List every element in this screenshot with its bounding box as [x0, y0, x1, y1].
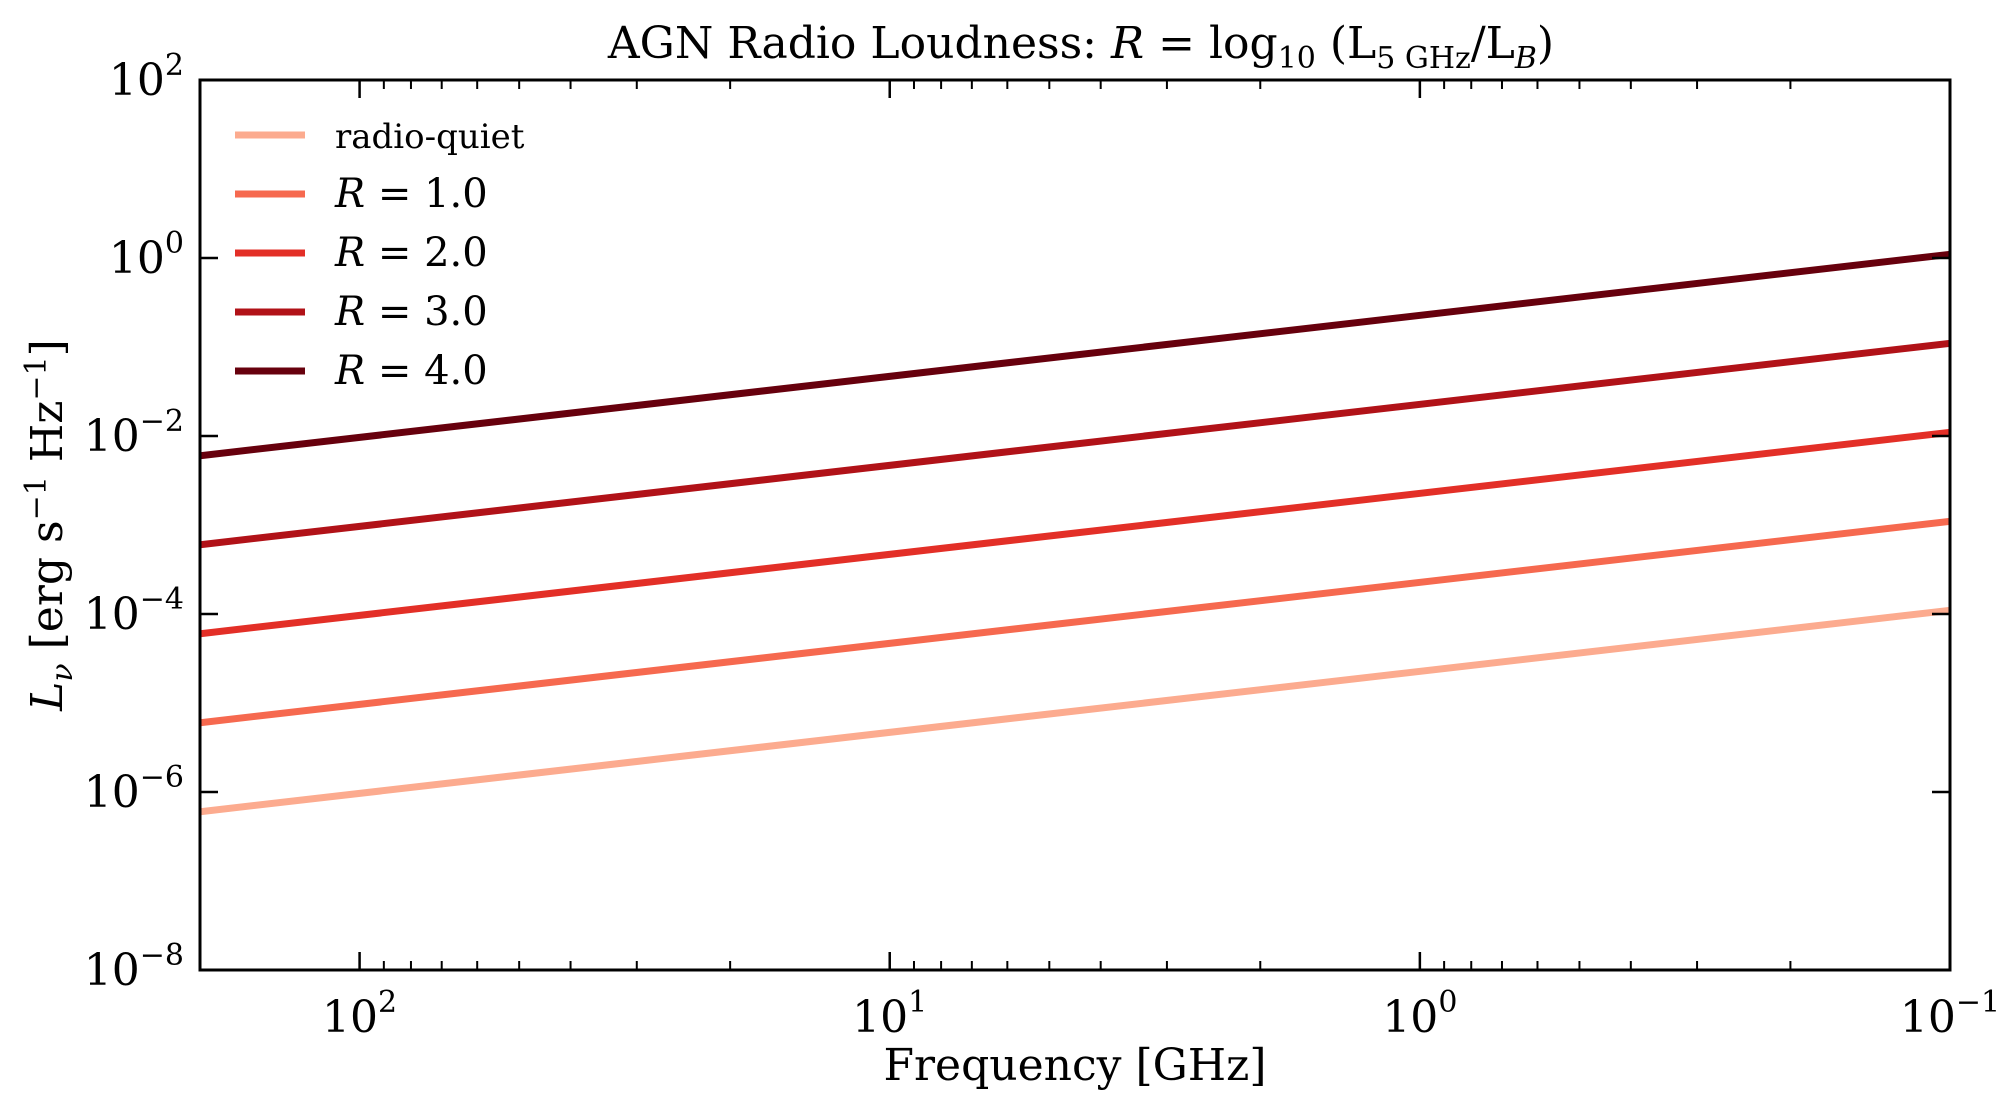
- y-tick-label: 102: [109, 48, 184, 106]
- x-tick-label: 100: [1382, 985, 1457, 1043]
- tick-label-layer: 102 101 100 10−1 10−8 10−6 10−4 10−2 100 102: [84, 48, 2000, 1043]
- chart-title: AGN Radio Loudness: R = log10 (L5 GHz/LB…: [607, 18, 1554, 76]
- x-axis-label: Frequency [GHz]: [883, 1040, 1266, 1091]
- plot-frame: [198, 78, 1952, 972]
- series-line-0: [200, 606, 1950, 816]
- y-tick-label: 100: [109, 226, 184, 284]
- series-layer: [200, 250, 1950, 816]
- x-tick-label: 10−1: [1900, 985, 2000, 1043]
- y-tick-label: 10−4: [84, 582, 184, 640]
- legend-label-1: R = 1.0: [334, 171, 488, 217]
- legend-label-2: R = 2.0: [334, 230, 488, 276]
- legend-label-4: R = 4.0: [334, 348, 488, 394]
- x-tick-label: 102: [322, 985, 397, 1043]
- x-tick-label: 101: [852, 985, 927, 1043]
- legend: radio-quiet R = 1.0 R = 2.0 R = 3.0 R = 4.0: [235, 117, 525, 394]
- series-line-1: [200, 517, 1950, 727]
- y-tick-label: 10−6: [84, 760, 184, 818]
- series-line-2: [200, 428, 1950, 638]
- legend-label-0: radio-quiet: [335, 117, 525, 157]
- legend-label-3: R = 3.0: [334, 289, 488, 335]
- y-tick-label: 10−8: [84, 938, 184, 996]
- y-tick-label: 10−2: [84, 404, 184, 462]
- y-axis-label: Lν [erg s−1 Hz−1]: [19, 339, 80, 712]
- series-line-3: [200, 339, 1950, 549]
- series-line-4: [200, 250, 1950, 460]
